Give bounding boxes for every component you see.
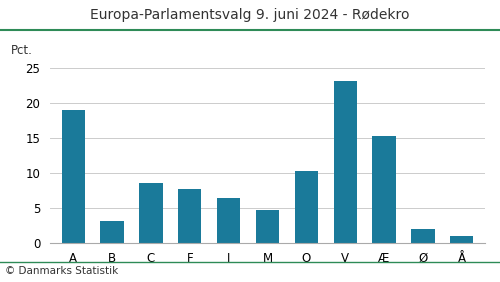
Bar [62, 110, 85, 243]
Bar [450, 235, 473, 243]
Bar [256, 210, 279, 243]
Text: Europa-Parlamentsvalg 9. juni 2024 - Rødekro: Europa-Parlamentsvalg 9. juni 2024 - Rød… [90, 8, 410, 23]
Bar [178, 190, 202, 243]
Bar [294, 171, 318, 243]
Bar [372, 136, 396, 243]
Bar [411, 228, 434, 243]
Text: © Danmarks Statistik: © Danmarks Statistik [5, 266, 118, 276]
Text: Pct.: Pct. [11, 44, 32, 57]
Bar [100, 221, 124, 243]
Bar [334, 81, 357, 243]
Bar [140, 183, 162, 243]
Bar [217, 199, 240, 243]
